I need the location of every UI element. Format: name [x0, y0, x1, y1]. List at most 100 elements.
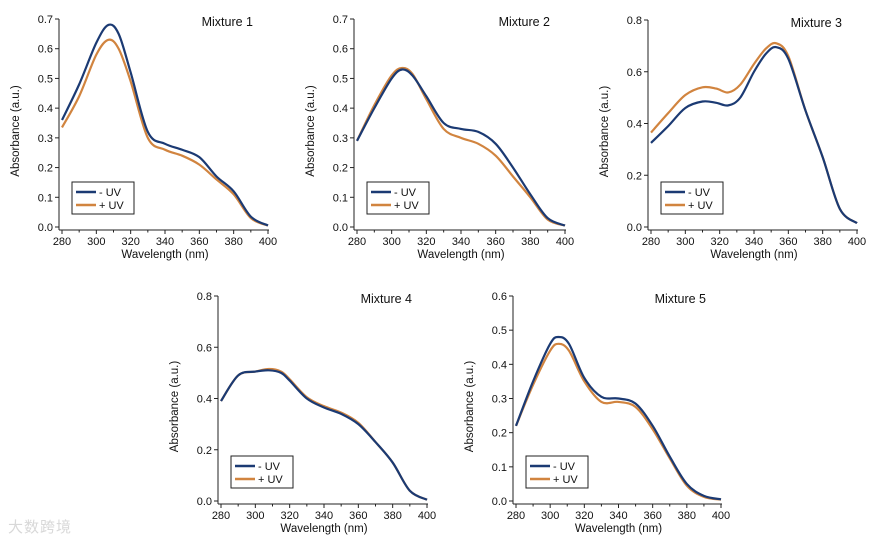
y-tick-label: 0.4: [627, 119, 642, 131]
y-tick-label: 0.6: [38, 44, 53, 56]
y-tick-label: 0.6: [333, 44, 348, 56]
x-tick-label: 360: [643, 510, 661, 522]
y-axis-label: Absorbance (a.u.): [169, 361, 181, 453]
x-tick-label: 360: [190, 236, 208, 248]
x-tick-label: 300: [676, 236, 694, 248]
legend: - UV+ UV: [525, 455, 589, 489]
y-tick-label: 0.0: [38, 222, 53, 234]
x-tick-label: 280: [348, 236, 366, 248]
y-tick-label: 0.2: [197, 445, 212, 457]
x-tick-label: 360: [349, 510, 367, 522]
legend-box: [230, 455, 294, 489]
x-tick-label: 400: [259, 236, 277, 248]
x-axis-label: Wavelength (nm): [710, 249, 797, 261]
chart-title: Mixture 4: [361, 292, 412, 306]
x-tick-label: 400: [712, 510, 730, 522]
series-line-minus-uv: [650, 45, 858, 225]
y-tick-label: 0.7: [38, 14, 53, 26]
chart-title: Mixture 1: [202, 15, 253, 29]
y-tick-label: 0.0: [627, 222, 642, 234]
y-tick-label: 0.8: [627, 15, 642, 27]
watermark-logo: 大数跨境: [8, 518, 73, 536]
x-tick-label: 400: [848, 236, 866, 248]
x-tick-label: 360: [779, 236, 797, 248]
legend-label: - UV: [688, 187, 711, 199]
y-tick-label: 0.4: [333, 103, 348, 115]
x-tick-label: 280: [212, 510, 230, 522]
y-axis-label: Absorbance (a.u.): [464, 361, 476, 453]
y-tick-label: 0.0: [492, 496, 507, 508]
y-tick-label: 0.0: [333, 222, 348, 234]
chart-panel-4: 0.0 0.2 0.4 0.6 0.8 280 300 320 340 360 380 400 Wave…: [169, 291, 436, 535]
legend-label: - UV: [99, 187, 122, 199]
chart-panel-1: 0.0 0.1 0.2 0.3 0.4 0.5 0.6 0.7 280 300 320 340 360 3…: [10, 14, 277, 261]
x-tick-label: 300: [87, 236, 105, 248]
legend: - UV+ UV: [71, 181, 135, 215]
x-tick-label: 320: [575, 510, 593, 522]
legend-label: + UV: [394, 200, 419, 212]
y-tick-label: 0.1: [38, 192, 53, 204]
x-axis-label: Wavelength (nm): [417, 249, 504, 261]
x-tick-label: 400: [556, 236, 574, 248]
y-tick-label: 0.2: [38, 163, 53, 175]
x-tick-label: 340: [609, 510, 627, 522]
series-line-minus-uv: [356, 68, 566, 227]
chart-title: Mixture 2: [499, 15, 550, 29]
chart-title: Mixture 5: [655, 292, 706, 306]
y-tick-label: 0.2: [492, 428, 507, 440]
y-tick-label: 0.3: [38, 133, 53, 145]
x-axis-label: Wavelength (nm): [121, 249, 208, 261]
y-tick-label: 0.6: [492, 291, 507, 303]
y-tick-label: 0.4: [197, 394, 212, 406]
legend-label: - UV: [258, 461, 281, 473]
x-tick-label: 300: [246, 510, 264, 522]
x-tick-label: 340: [315, 510, 333, 522]
y-tick-label: 0.6: [197, 342, 212, 354]
series-line-minus-uv: [514, 335, 722, 501]
x-tick-label: 280: [507, 510, 525, 522]
x-tick-label: 340: [745, 236, 763, 248]
y-tick-label: 0.5: [333, 73, 348, 85]
x-tick-label: 320: [121, 236, 139, 248]
y-tick-label: 0.3: [333, 133, 348, 145]
legend-label: + UV: [553, 474, 578, 486]
legend: - UV+ UV: [230, 455, 294, 489]
x-tick-label: 320: [417, 236, 435, 248]
legend-label: + UV: [688, 200, 713, 212]
x-tick-label: 300: [382, 236, 400, 248]
y-axis-label: Absorbance (a.u.): [599, 86, 611, 178]
x-tick-label: 340: [452, 236, 470, 248]
y-tick-label: 0.6: [627, 67, 642, 79]
x-axis-label: Wavelength (nm): [280, 523, 367, 535]
y-tick-label: 0.1: [333, 192, 348, 204]
x-tick-label: 300: [541, 510, 559, 522]
x-tick-label: 320: [280, 510, 298, 522]
y-axis-label: Absorbance (a.u.): [10, 85, 22, 177]
series-line-minus-uv: [220, 369, 428, 501]
x-tick-label: 380: [224, 236, 242, 248]
chart-title: Mixture 3: [791, 16, 842, 30]
y-tick-label: 0.2: [333, 163, 348, 175]
y-tick-label: 0.4: [38, 103, 53, 115]
y-tick-label: 0.7: [333, 14, 348, 26]
chart-panel-2: 0.0 0.1 0.2 0.3 0.4 0.5 0.6 0.7 280 300 320 340 360 3…: [305, 14, 574, 261]
x-tick-label: 360: [486, 236, 504, 248]
x-tick-label: 280: [53, 236, 71, 248]
legend-label: - UV: [394, 187, 417, 199]
x-tick-label: 380: [383, 510, 401, 522]
y-tick-label: 0.5: [492, 325, 507, 337]
series-line-plus-uv: [356, 66, 566, 227]
legend-box: [71, 181, 135, 215]
legend-label: + UV: [99, 200, 124, 212]
x-axis-label: Wavelength (nm): [575, 523, 662, 535]
legend-box: [660, 181, 724, 215]
y-tick-label: 0.5: [38, 73, 53, 85]
y-tick-label: 0.1: [492, 462, 507, 474]
y-tick-label: 0.3: [492, 394, 507, 406]
x-tick-label: 380: [813, 236, 831, 248]
legend-label: - UV: [553, 461, 576, 473]
series-line-plus-uv: [61, 38, 269, 227]
legend: - UV+ UV: [366, 181, 430, 215]
